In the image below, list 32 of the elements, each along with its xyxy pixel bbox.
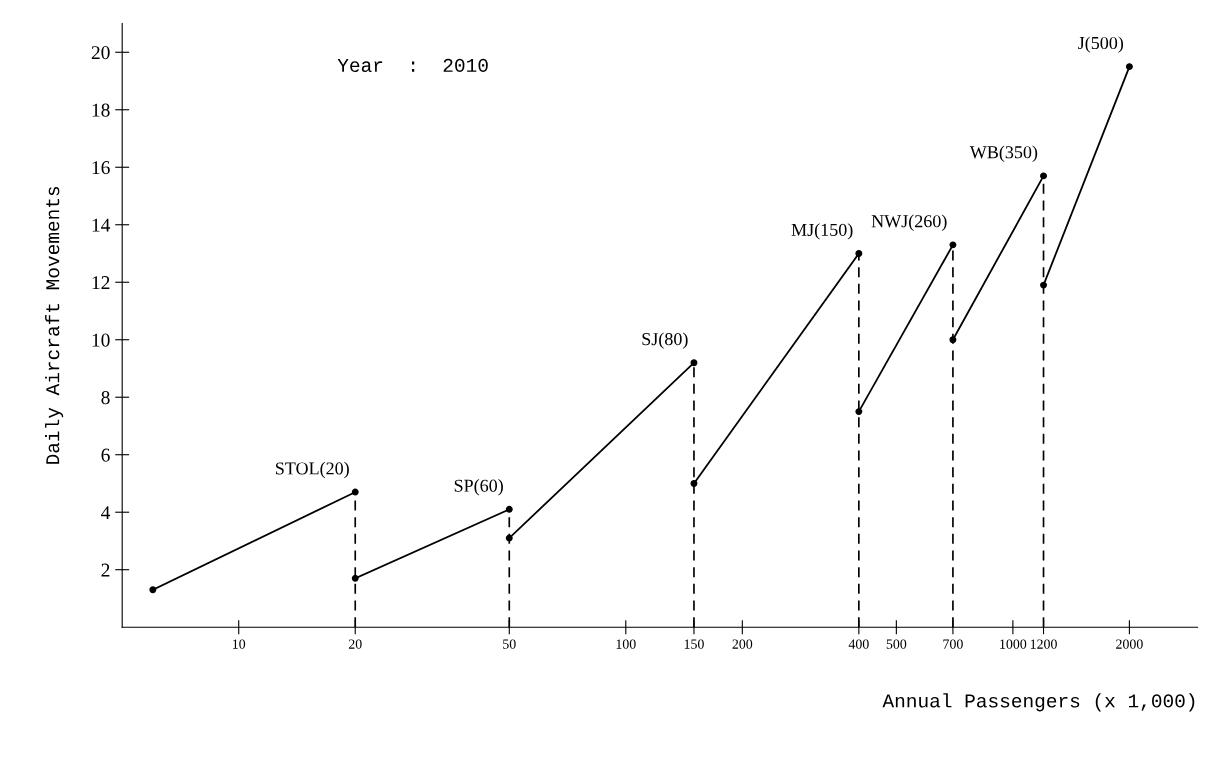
x-tick-label: 500 [886, 639, 907, 649]
y-tick-label: 20 [91, 46, 110, 60]
x-tick-label: 700 [943, 639, 963, 649]
x-tick-label: 10 [233, 639, 246, 649]
y-tick-label: 2 [101, 563, 110, 577]
series-label: NWJ(260) [871, 214, 947, 231]
y-tick-label: 14 [92, 218, 111, 232]
y-tick-label: 18 [92, 103, 110, 117]
x-tick-label: 1000 [1000, 639, 1027, 649]
series-label: STOL(20) [276, 461, 349, 479]
x-tick-label: 20 [348, 639, 362, 649]
x-tick-label: 1200 [1030, 639, 1057, 649]
x-tick-label: 100 [616, 639, 636, 649]
series-label: SJ(80) [642, 332, 688, 349]
y-axis-title: Daily Aircraft Movements [45, 186, 64, 464]
y-tick-label: 16 [92, 161, 110, 175]
y-tick-label: 4 [101, 506, 111, 519]
y-tick-label: 6 [101, 448, 110, 462]
series-label: WB(350) [969, 145, 1038, 162]
y-tick-label: 12 [92, 276, 110, 289]
x-tick-label: 2000 [1116, 639, 1143, 649]
x-tick-label: 50 [503, 639, 516, 649]
x-tick-label: 150 [684, 639, 704, 649]
series-label: SP(60) [454, 479, 503, 496]
y-tick-label: 8 [101, 391, 110, 405]
series-label: J(500) [1078, 36, 1124, 53]
annotation: Year : 2010 [337, 58, 488, 73]
x-tick-label: 200 [732, 639, 753, 649]
y-tick-label: 10 [92, 333, 110, 347]
x-tick-label: 400 [848, 639, 869, 649]
x-axis-title: Annual Passengers (x 1,000) [882, 693, 1195, 712]
series-label: MJ(150) [791, 223, 853, 240]
